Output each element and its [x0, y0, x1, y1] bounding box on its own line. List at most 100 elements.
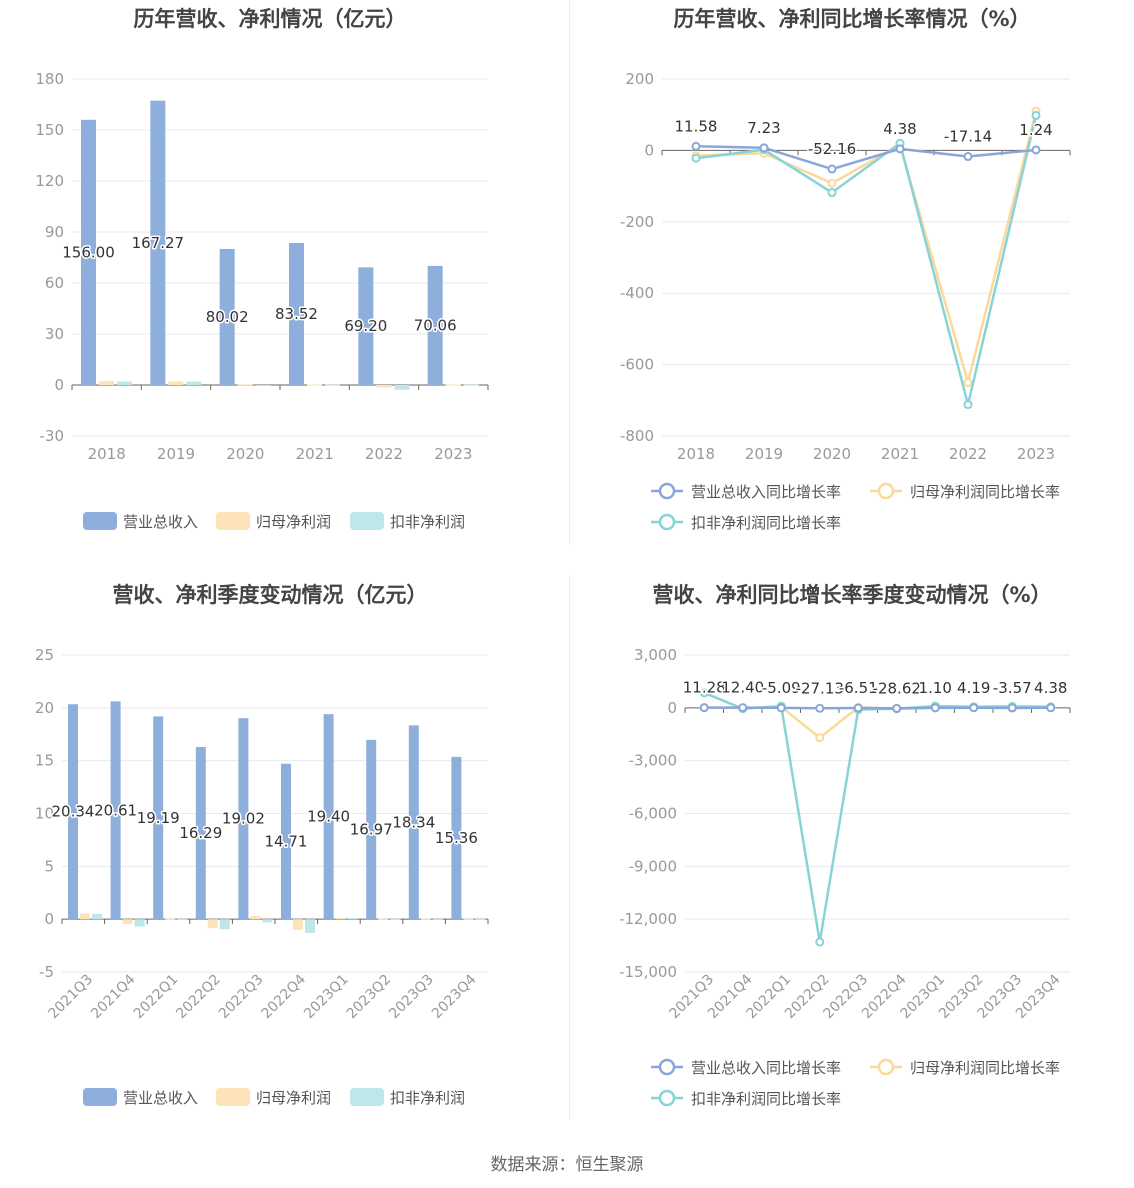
bar-value-label: 18.34 [392, 813, 435, 831]
point-net-profit [815, 733, 825, 743]
point-deducted-profit [815, 937, 825, 947]
point-deducted-profit [691, 153, 701, 163]
x-tick-label: 2023 [434, 445, 472, 463]
bar-net-profit [80, 913, 90, 920]
x-tick-label: 2023 [1017, 445, 1055, 463]
legend-label: 扣非净利润同比增长率 [691, 1090, 841, 1108]
y-tick-label: -15,000 [619, 963, 677, 981]
bar-deducted-profit [92, 913, 102, 920]
x-tick-label: 2019 [745, 445, 783, 463]
bar-deducted-profit [117, 381, 132, 385]
bar-value-label: 19.19 [137, 809, 180, 827]
bar-revenue [323, 714, 334, 920]
y-tick-label: 150 [35, 121, 64, 139]
legend-swatch [83, 512, 117, 530]
annual-growth-chart: 历年营收、净利同比增长率情况（%） -800 -600 -400 -200 0 200 201… [620, 7, 1071, 532]
legend-label: 扣非净利润 [390, 1089, 465, 1107]
legend-label: 营业总收入 [123, 1089, 198, 1107]
bar-net-profit [168, 381, 184, 385]
legend-label: 营业总收入同比增长率 [691, 483, 841, 501]
bar-revenue [408, 725, 419, 920]
x-tick-label: 2021Q4 [88, 971, 139, 1022]
point-revenue [892, 703, 902, 713]
y-tick-label: 0 [54, 376, 64, 394]
y-tick-label: -600 [620, 356, 654, 374]
bar-value-label: 156.00 [62, 243, 115, 261]
point-value-label: 7.23 [747, 119, 780, 137]
point-revenue [691, 141, 701, 151]
point-deducted-profit [1031, 110, 1041, 120]
bar-net-profit [378, 918, 389, 920]
bar-value-label: 19.02 [222, 810, 265, 828]
bar-value-label: 167.27 [132, 234, 185, 252]
bar-value-label: 16.29 [179, 824, 222, 842]
bar-net-profit [445, 384, 461, 386]
x-tick-label: 2020 [813, 445, 851, 463]
x-tick-label: 2021 [881, 445, 919, 463]
y-tick-label: 0 [644, 141, 654, 159]
y-tick-label: 10 [35, 805, 54, 823]
y-tick-label: 3,000 [634, 646, 677, 664]
legend-label: 归母净利润同比增长率 [910, 483, 1060, 501]
bar-value-label: 15.36 [435, 829, 478, 847]
y-tick-label: -800 [620, 427, 654, 445]
series-line-net-profit [695, 110, 1038, 384]
y-tick-label: 180 [35, 70, 64, 88]
point-value-label: -52.16 [808, 140, 856, 158]
point-value-label: 1.24 [1019, 121, 1052, 139]
point-net-profit [827, 178, 837, 188]
point-revenue [895, 144, 905, 154]
bar-deducted-profit [475, 918, 486, 920]
y-tick-label: 0 [667, 699, 677, 717]
x-tick-label: 2022 [365, 445, 403, 463]
y-tick-label: 120 [35, 172, 64, 190]
bar-net-profit [335, 917, 346, 920]
panel-divider [569, 575, 570, 1120]
y-tick-label: 90 [45, 223, 64, 241]
y-tick-label: -5 [39, 963, 54, 981]
data-source-note: 数据来源：恒生聚源 [490, 1155, 644, 1175]
bar-revenue [153, 716, 164, 920]
x-tick-label: 2023Q3 [386, 972, 437, 1023]
series-line-deducted-profit [695, 115, 1038, 406]
point-net-profit [963, 377, 973, 387]
point-value-label: 4.19 [957, 679, 990, 697]
legend-swatch [350, 512, 384, 530]
bar-revenue [219, 248, 235, 385]
bar-revenue [195, 747, 206, 920]
point-revenue [963, 152, 973, 162]
x-tick-label: 2022 [949, 445, 987, 463]
y-tick-label: -6,000 [629, 805, 677, 823]
bar-revenue [427, 265, 443, 385]
legend-label: 营业总收入同比增长率 [691, 1059, 841, 1077]
point-revenue [815, 703, 825, 713]
x-tick-label: 2023Q1 [301, 972, 352, 1023]
panel-divider [569, 0, 570, 545]
bar-value-label: 69.20 [344, 317, 387, 335]
bar-revenue [68, 704, 78, 920]
point-revenue [776, 703, 786, 713]
point-value-label: 11.58 [675, 117, 718, 135]
bar-value-label: 20.61 [94, 801, 137, 819]
bar-deducted-profit [347, 918, 358, 920]
bar-net-profit [122, 919, 133, 924]
bar-net-profit [207, 919, 218, 929]
bar-revenue [451, 756, 462, 920]
point-revenue [827, 164, 837, 174]
x-tick-label: 2020 [226, 445, 264, 463]
y-tick-label: 25 [35, 646, 54, 664]
legend-marker [658, 1058, 676, 1076]
x-tick-label: 2018 [88, 445, 126, 463]
point-revenue [969, 703, 979, 713]
quarterly-amounts-chart: 营收、净利季度变动情况（亿元）-505101520252021Q32021Q42… [35, 583, 489, 1107]
bar-value-label: 83.52 [275, 305, 318, 323]
bar-deducted-profit [305, 919, 315, 933]
bar-deducted-profit [186, 381, 202, 385]
y-tick-label: -400 [620, 284, 654, 302]
bar-deducted-profit [219, 919, 230, 930]
bar-deducted-profit [177, 918, 188, 920]
bar-deducted-profit [390, 918, 401, 920]
legend-marker [658, 1089, 676, 1107]
bar-revenue [281, 763, 291, 920]
